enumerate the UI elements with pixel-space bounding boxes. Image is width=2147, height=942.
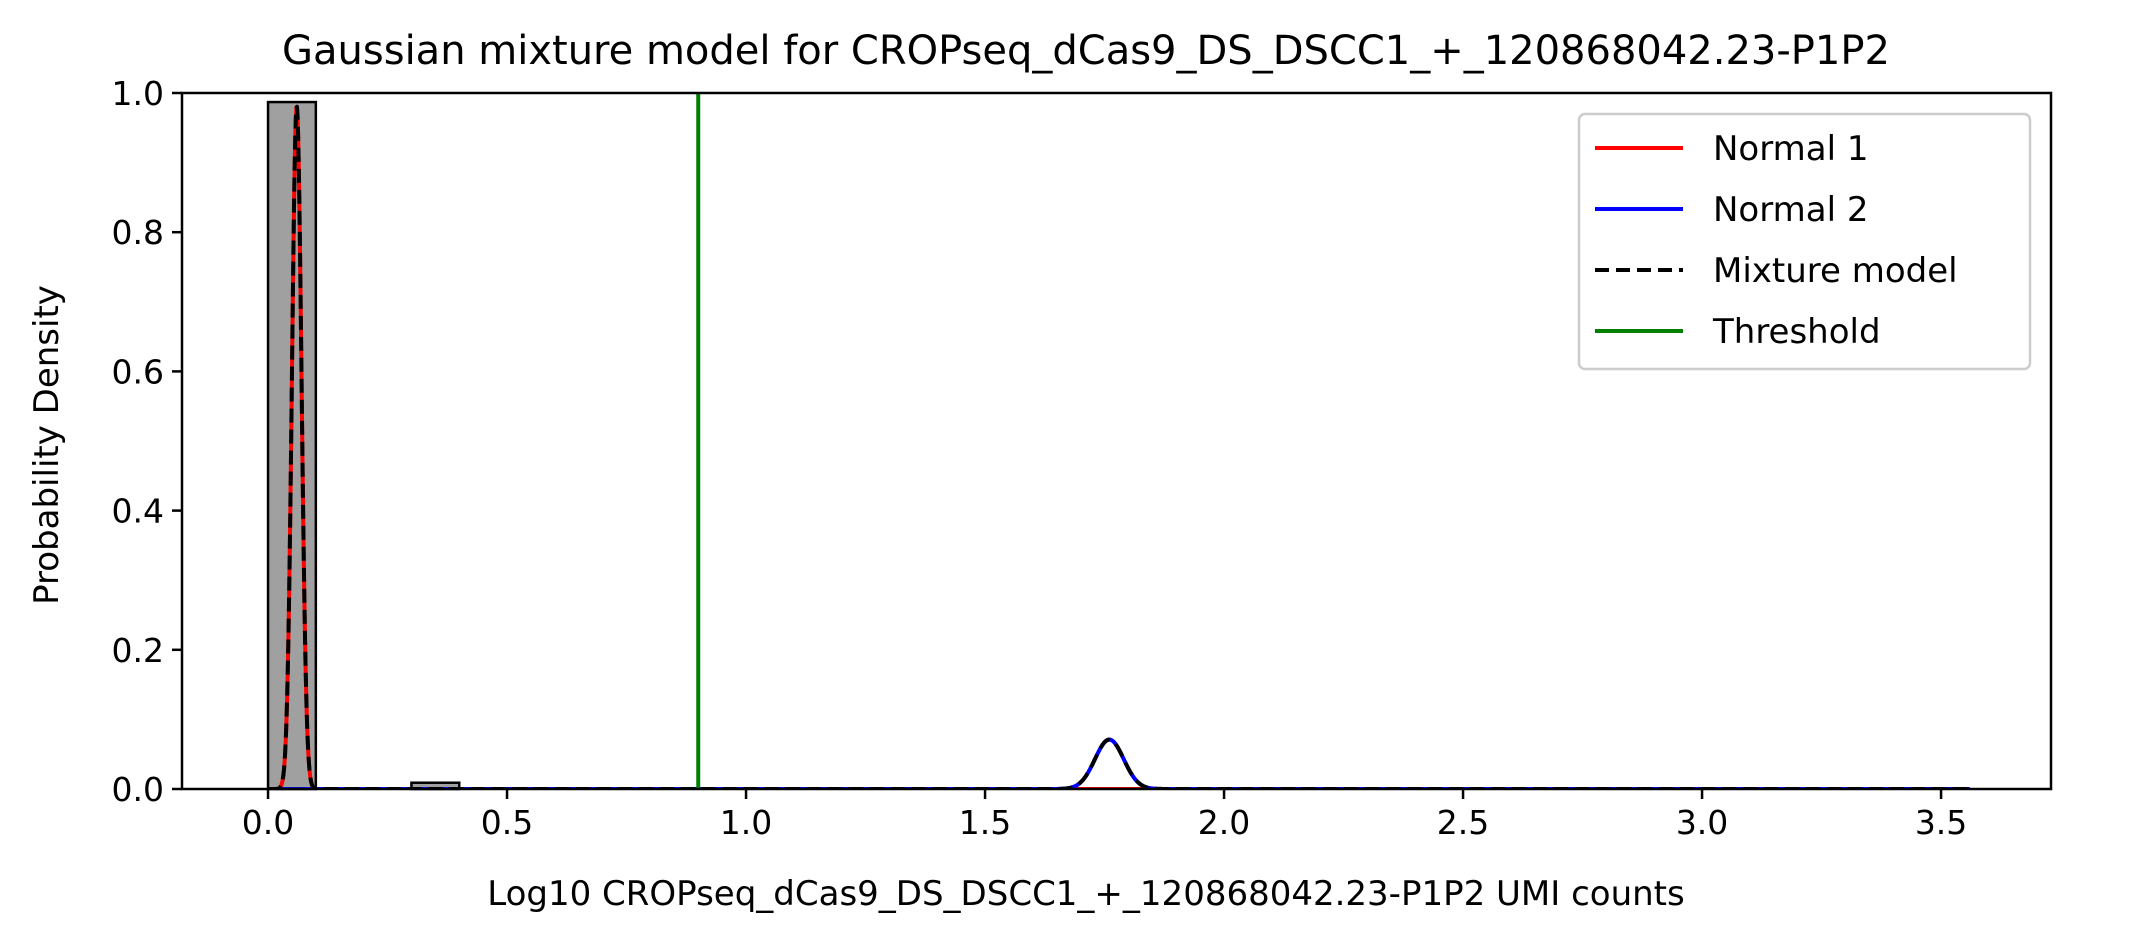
y-axis-ticks: 0.0 0.2 0.4 0.6 0.8 1.0 — [112, 74, 182, 809]
legend-label-threshold: Threshold — [1712, 312, 1881, 352]
y-tick-label: 0.8 — [112, 213, 164, 252]
density-curves — [266, 93, 1972, 789]
y-tick-label: 0.2 — [112, 631, 164, 670]
plot-frame — [180, 91, 2053, 791]
x-tick-label: 2.0 — [1198, 803, 1250, 842]
x-tick-label: 3.5 — [1915, 803, 1967, 842]
y-tick-label: 0.0 — [112, 770, 164, 809]
legend: Normal 1 Normal 2 Mixture model Threshold — [1577, 112, 2032, 371]
y-axis-label: Probability Density — [27, 285, 67, 605]
y-tick-label: 0.6 — [112, 352, 164, 391]
legend-label-normal-2: Normal 2 — [1713, 190, 1868, 230]
x-axis-label: Log10 CROPseq_dCas9_DS_DSCC1_+_120868042… — [487, 874, 1684, 914]
x-tick-label: 1.5 — [959, 803, 1011, 842]
legend-label-normal-1: Normal 1 — [1713, 129, 1868, 169]
x-tick-label: 0.0 — [242, 803, 294, 842]
x-tick-label: 0.5 — [481, 803, 533, 842]
x-axis-ticks: 0.0 0.5 1.0 1.5 2.0 2.5 3.0 3.5 — [242, 789, 1967, 842]
x-tick-label: 2.5 — [1437, 803, 1489, 842]
chart-title: Gaussian mixture model for CROPseq_dCas9… — [282, 28, 1890, 74]
legend-label-mixture-model: Mixture model — [1713, 251, 1958, 291]
mixture-model-curve — [266, 104, 1972, 789]
histogram-bars — [266, 100, 461, 791]
legend-box — [1577, 112, 2032, 371]
x-tick-label: 3.0 — [1676, 803, 1728, 842]
y-tick-label: 1.0 — [112, 74, 164, 113]
x-tick-label: 1.0 — [720, 803, 772, 842]
y-tick-label: 0.4 — [112, 492, 164, 531]
